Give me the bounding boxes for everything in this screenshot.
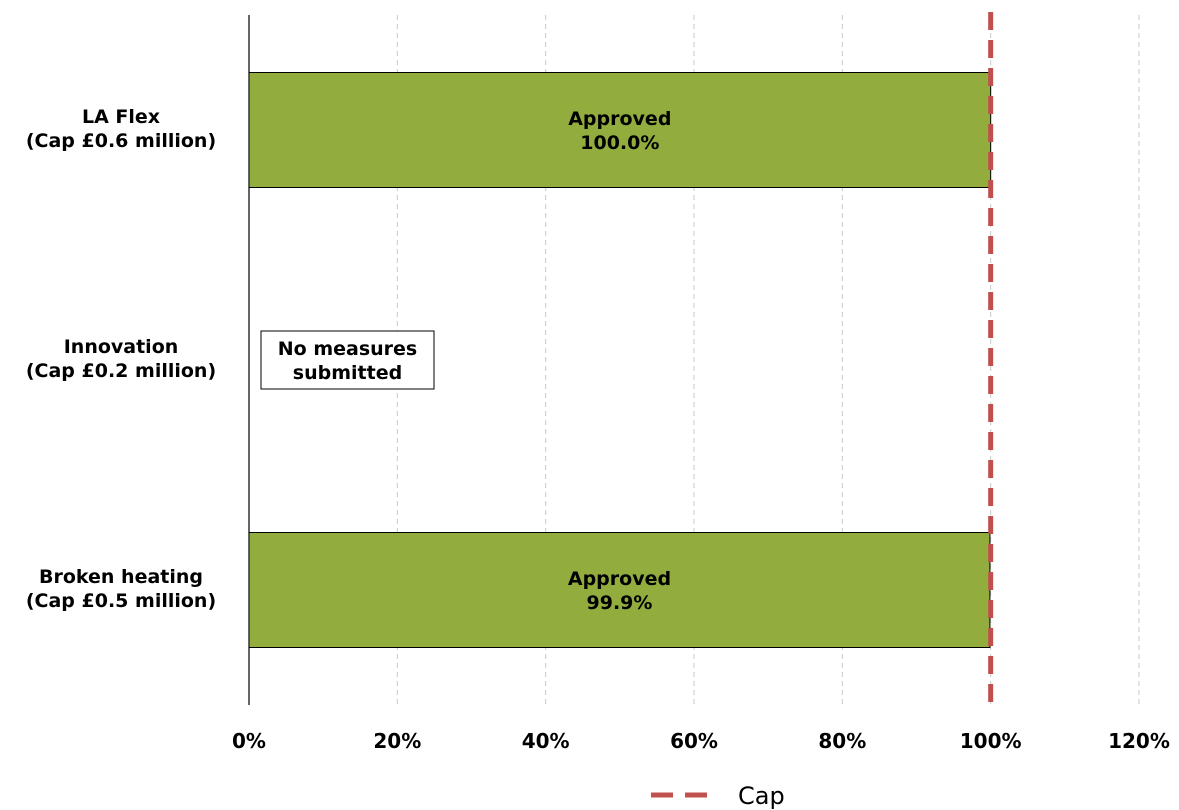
category-label-1: Innovation (Cap £0.2 million): [26, 336, 216, 382]
x-tick-label-100: 100%: [960, 729, 1022, 753]
x-tick-label-40: 40%: [522, 729, 570, 753]
x-tick-label-80: 80%: [818, 729, 866, 753]
bar-0: [248, 72, 992, 188]
category-label-0: LA Flex (Cap £0.6 million): [26, 106, 216, 152]
bar-2: [248, 532, 991, 648]
x-tick-label-60: 60%: [670, 729, 718, 753]
annotation-box-0: [260, 330, 435, 390]
data-label-2: Approved 99.9%: [568, 568, 671, 614]
annotation-text-0: No measures submitted: [278, 338, 417, 384]
legend-cap-label: Cap: [738, 782, 785, 810]
x-tick-label-120: 120%: [1108, 729, 1170, 753]
x-tick-label-20: 20%: [373, 729, 421, 753]
x-tick-label-0: 0%: [232, 729, 266, 753]
category-label-2: Broken heating (Cap £0.5 million): [26, 566, 216, 612]
data-label-0: Approved 100.0%: [568, 108, 671, 154]
